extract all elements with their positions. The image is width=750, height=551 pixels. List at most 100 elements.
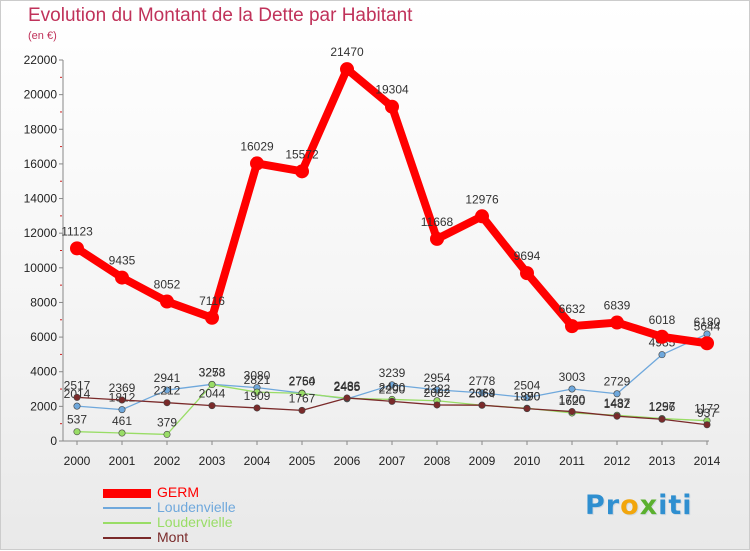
data-label: 19304: [375, 83, 409, 97]
data-label: 1870: [514, 390, 541, 404]
data-label: 2064: [469, 386, 496, 400]
data-label: 2821: [244, 373, 271, 387]
legend-label: Loudenvielle: [157, 499, 236, 515]
data-label: 2750: [289, 374, 316, 388]
y-tick-label: 14000: [24, 192, 58, 206]
logo-letter: o: [620, 490, 640, 521]
data-label: 2764: [289, 374, 316, 388]
data-label: 2954: [424, 371, 451, 385]
series-point-loudenvielle: [73, 402, 81, 410]
data-label: 11123: [61, 224, 93, 238]
series-point-mont: [388, 397, 396, 405]
series-point-germ: [475, 209, 489, 224]
y-tick-label: 6000: [30, 330, 57, 344]
series-point-mont: [118, 396, 126, 404]
data-label: 5644: [694, 319, 721, 333]
x-tick-label: 2012: [604, 454, 631, 468]
data-label: 379: [157, 415, 177, 429]
data-label: 9694: [514, 249, 541, 263]
legend-label: Loudervielle: [157, 514, 233, 530]
series-point-loudervielle: [73, 428, 81, 436]
series-point-germ: [70, 241, 84, 256]
data-label: 1297: [649, 400, 676, 414]
x-tick-label: 2004: [244, 454, 271, 468]
series-point-germ: [610, 315, 624, 330]
data-label: 15572: [285, 147, 319, 161]
data-label: 1767: [289, 391, 316, 405]
legend-swatch: [103, 537, 151, 539]
series-point-loudervielle: [298, 389, 306, 397]
data-label: 1890: [514, 389, 541, 403]
data-label: 1700: [559, 393, 586, 407]
data-label: 3239: [379, 366, 406, 380]
y-tick-label: 4000: [30, 365, 57, 379]
chart-unit: (en €): [28, 30, 57, 42]
data-label: 11668: [421, 215, 454, 229]
series-point-germ: [430, 231, 444, 246]
series-point-mont: [478, 401, 486, 409]
data-label: 1432: [604, 397, 631, 411]
data-label: 2069: [469, 386, 496, 400]
data-label: 2486: [334, 379, 361, 393]
x-tick-label: 2003: [199, 454, 226, 468]
data-label: 3273: [199, 365, 226, 379]
logo-letter: P: [585, 490, 606, 521]
series-point-loudenvielle: [658, 351, 666, 359]
data-label: 9435: [109, 254, 136, 268]
series-point-mont: [703, 421, 711, 429]
x-tick-label: 2001: [109, 454, 136, 468]
series-point-loudenvielle: [163, 386, 171, 394]
data-label: 2044: [199, 387, 226, 401]
series-point-loudenvielle: [118, 406, 126, 414]
proxiti-logo: Proxiti: [585, 490, 693, 521]
data-label: 1620: [559, 394, 586, 408]
logo-letter: r: [605, 490, 621, 521]
series-point-loudenvielle: [388, 381, 396, 389]
y-tick-label: 0: [50, 434, 57, 448]
legend-swatch: [103, 489, 151, 498]
data-label: 7116: [199, 294, 225, 308]
data-label: 3258: [199, 366, 226, 380]
data-label: 6839: [604, 299, 631, 313]
x-tick-label: 2008: [424, 454, 451, 468]
x-tick-label: 2005: [289, 454, 316, 468]
y-tick-label: 16000: [24, 157, 58, 171]
data-label: 6180: [694, 315, 721, 329]
data-label: 2941: [154, 371, 181, 385]
y-tick-label: 2000: [30, 399, 57, 413]
data-label: 2400: [379, 380, 406, 394]
x-tick-label: 2014: [694, 454, 721, 468]
data-label: 12976: [465, 192, 499, 206]
logo-letter: t: [668, 490, 683, 521]
data-label: 2466: [334, 379, 361, 393]
chart-title: Evolution du Montant de la Dette par Hab…: [28, 5, 413, 26]
series-point-loudenvielle: [478, 389, 486, 397]
series-point-mont: [343, 394, 351, 402]
data-label: 2290: [379, 382, 406, 396]
data-label: 3080: [244, 369, 271, 383]
data-label: 3003: [559, 370, 586, 384]
data-label: 2369: [109, 381, 136, 395]
series-point-mont: [253, 404, 261, 412]
series-point-germ: [565, 319, 579, 334]
legend-swatch: [103, 522, 151, 524]
x-tick-label: 2007: [379, 454, 406, 468]
y-tick-label: 12000: [24, 226, 58, 240]
series-point-loudenvielle: [523, 394, 531, 402]
x-tick-label: 2002: [154, 454, 181, 468]
x-tick-label: 2009: [469, 454, 496, 468]
series-point-germ: [250, 156, 264, 171]
x-tick-label: 2011: [559, 454, 585, 468]
series-point-loudenvielle: [568, 385, 576, 393]
y-tick-label: 18000: [24, 122, 58, 136]
series-point-mont: [568, 408, 576, 416]
data-label: 461: [112, 414, 132, 428]
legend-label: GERM: [157, 484, 199, 500]
series-point-mont: [523, 405, 531, 413]
data-label: 1256: [649, 400, 676, 414]
y-tick-label: 20000: [24, 88, 58, 102]
series-point-germ: [340, 62, 354, 77]
series-point-mont: [208, 402, 216, 410]
series-point-germ: [160, 294, 174, 309]
